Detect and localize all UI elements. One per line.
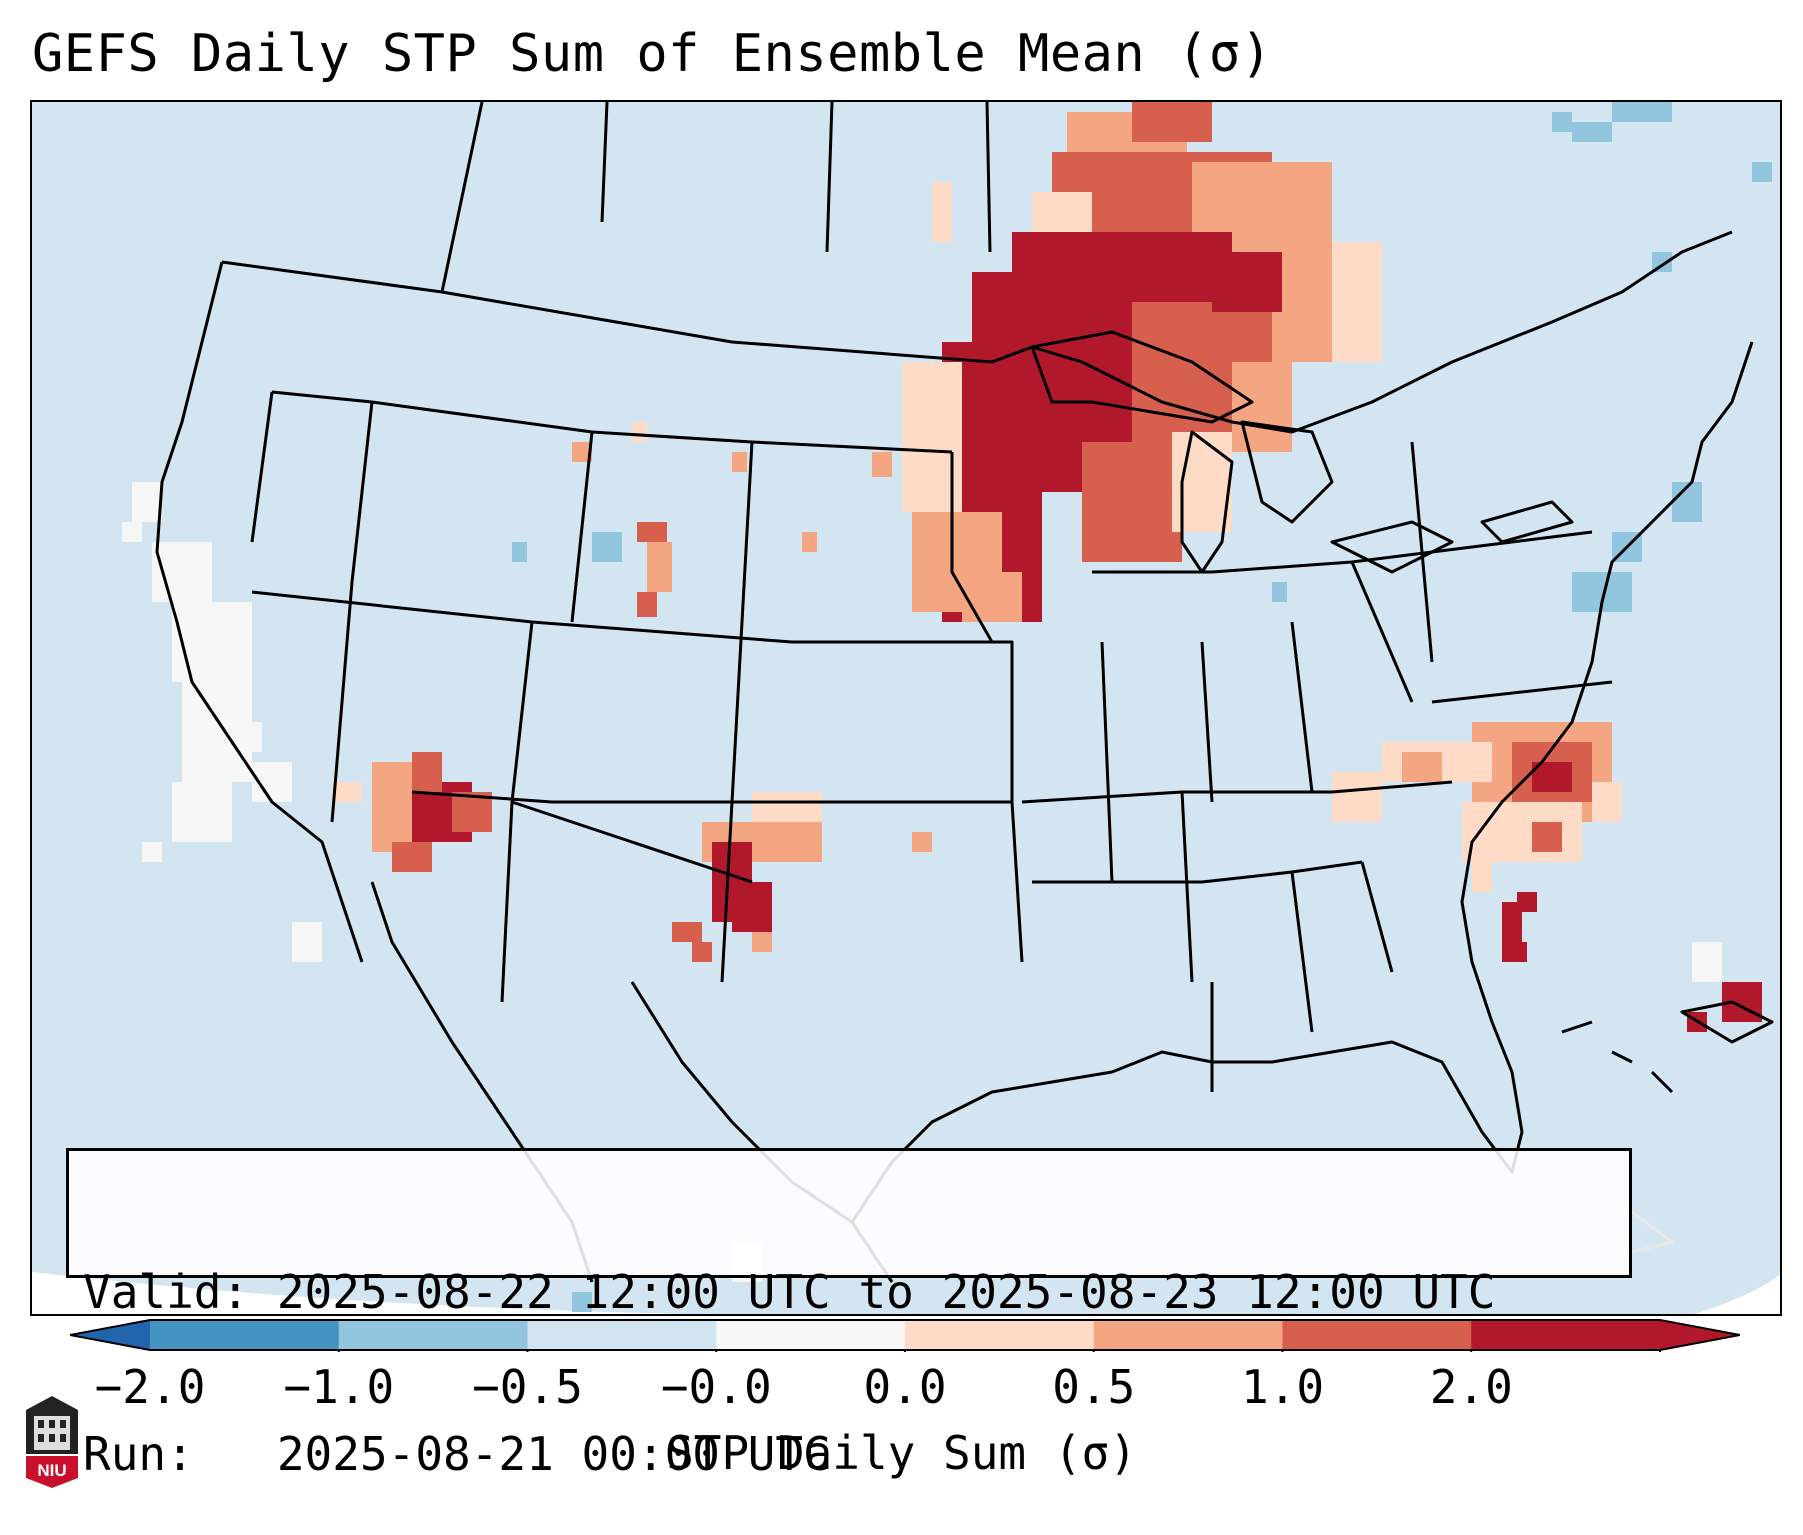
anomaly-arizona — [332, 752, 492, 872]
colorbar-tick-label: 0.0 — [863, 1360, 947, 1414]
bahamas-outline — [1561, 1020, 1674, 1094]
anomaly-west-texas — [672, 792, 932, 962]
off-domain-area-right — [1694, 1274, 1780, 1314]
valid-time-text: Valid: 2025-08-22 12:00 UTC to 2025-08-2… — [83, 1265, 1496, 1319]
colorbar-tick-label: −1.0 — [283, 1360, 395, 1414]
colorbar-segment — [1093, 1320, 1283, 1350]
anomaly-southeast — [1332, 722, 1622, 862]
atlantic-coast — [1460, 341, 1754, 1023]
colorbar-tick-label: −2.0 — [94, 1360, 206, 1414]
colorbar-segment — [150, 1320, 340, 1350]
colorbar — [70, 1319, 1740, 1352]
colorbar-segment — [716, 1320, 906, 1350]
canada-province-lines — [440, 102, 992, 293]
colorbar-segment — [1471, 1320, 1661, 1350]
colorbar-extend-low — [70, 1320, 150, 1350]
west-coast — [155, 261, 364, 963]
off-domain-area — [32, 1272, 689, 1314]
colorbar-tick-label: 1.0 — [1240, 1360, 1325, 1414]
map-panel — [30, 100, 1782, 1316]
state-lines — [250, 390, 1613, 1092]
great-lakes — [1030, 330, 1574, 574]
colorbar-tick-label: −0.0 — [660, 1360, 772, 1414]
anomaly-neutral-california — [122, 482, 1722, 1282]
valid-time-box: Valid: 2025-08-22 12:00 UTC to 2025-08-2… — [66, 1148, 1632, 1481]
anomaly-upper-midwest — [902, 102, 1382, 622]
colorbar-tick-label: 0.5 — [1052, 1360, 1136, 1414]
colorbar-tick-label: 2.0 — [1429, 1360, 1513, 1414]
anomaly-florida — [1472, 862, 1537, 962]
niu-logo-icon: NIU — [26, 1396, 78, 1488]
logo-text: NIU — [37, 1461, 66, 1480]
colorbar-segments — [150, 1320, 1661, 1350]
colorbar-label: STP Daily Sum (σ) — [666, 1426, 1137, 1480]
anomaly-hispaniola — [1687, 982, 1762, 1032]
colorbar-segment — [905, 1320, 1095, 1350]
colorbar-segment — [1282, 1320, 1472, 1350]
anomaly-colorado — [512, 422, 892, 617]
colorbar-tick-label: −0.5 — [472, 1360, 583, 1414]
us-canada-border — [221, 230, 1733, 434]
hispaniola-outline — [1680, 1000, 1774, 1044]
colorbar-extend-high — [1660, 1320, 1740, 1350]
colorbar-outline — [70, 1319, 1740, 1351]
colorbar-ticks: −2.0 −1.0 −0.5 −0.0 0.0 0.5 1.0 2.0 — [0, 1360, 1803, 1420]
map-canvas — [32, 102, 1780, 1314]
colorbar-segment — [527, 1320, 717, 1350]
colorbar-segment — [338, 1320, 528, 1350]
boundaries — [155, 102, 1774, 1283]
run-time-text: Run: 2025-08-21 00:00 UTC — [83, 1427, 831, 1481]
chart-title: GEFS Daily STP Sum of Ensemble Mean (σ) — [32, 24, 1273, 84]
